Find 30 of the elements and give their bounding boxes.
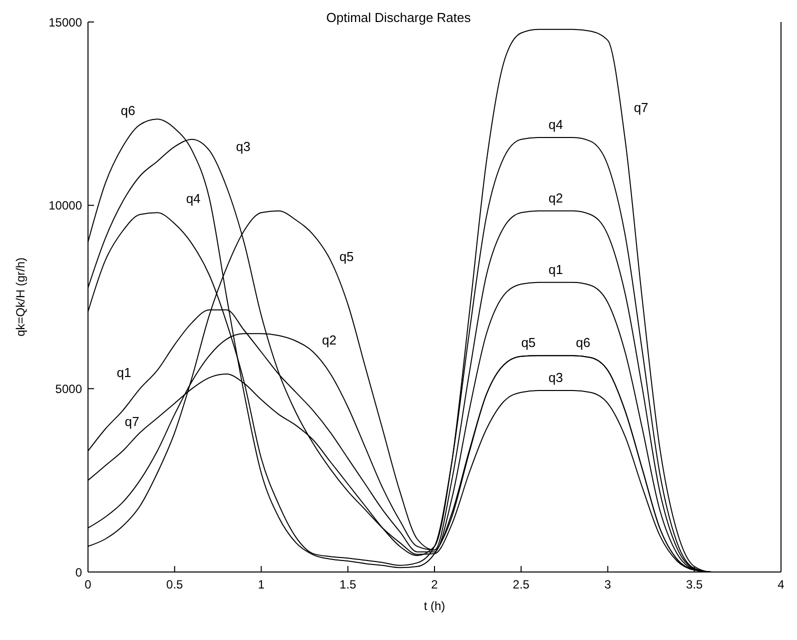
- text: q3: [236, 138, 251, 154]
- text: q5: [339, 248, 354, 264]
- text: q1: [116, 365, 132, 380]
- x-tick-label: 1: [258, 578, 265, 592]
- series-label: q6: [576, 335, 590, 350]
- x-tick-label: 3.5: [686, 578, 704, 592]
- text: q7: [634, 100, 648, 115]
- x-tick-label: 3: [604, 578, 612, 592]
- text: q6: [120, 103, 136, 118]
- x-tick-label: 0.5: [166, 578, 184, 592]
- x-axis-title: t (h): [424, 599, 446, 613]
- series-label: q5: [521, 335, 536, 350]
- series-label: q2: [548, 190, 564, 206]
- x-tick-label: 4: [778, 578, 785, 592]
- x-tick-label: 2: [431, 578, 438, 592]
- series-label: q4: [548, 117, 564, 132]
- text: q2: [322, 332, 336, 348]
- series-label: q7: [124, 414, 140, 430]
- y-tick-label: 10000: [48, 198, 82, 213]
- y-tick-label: 0: [75, 565, 82, 580]
- y-axis-title: qk=Qk/H (gr/h): [13, 257, 28, 337]
- series-label: q3: [548, 370, 564, 385]
- series-label: q1: [548, 262, 564, 277]
- chart-title: Optimal Discharge Rates: [326, 10, 471, 25]
- x-tick-label: 0: [84, 578, 92, 592]
- text: q4: [186, 191, 201, 206]
- y-tick-label: 15000: [48, 15, 82, 30]
- x-tick-label: 1.5: [340, 578, 357, 592]
- y-tick-label: 5000: [55, 382, 82, 396]
- x-tick-label: 2.5: [512, 578, 530, 592]
